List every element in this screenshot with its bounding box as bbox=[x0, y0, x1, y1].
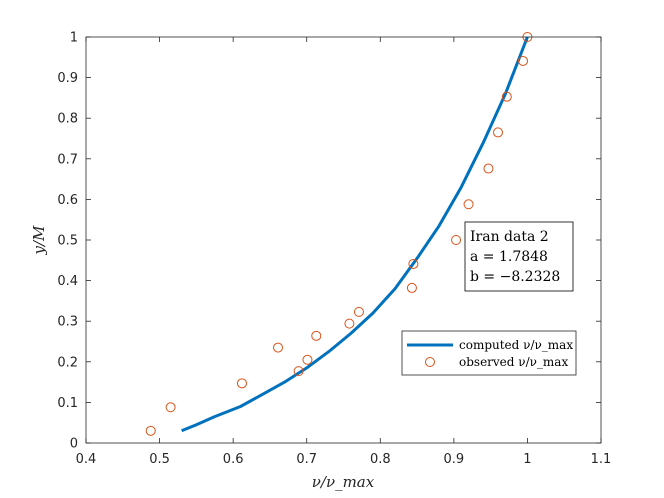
x-tick-label: 0.4 bbox=[76, 452, 97, 467]
observed-point bbox=[451, 235, 462, 245]
observed-point bbox=[344, 318, 355, 329]
series-layer bbox=[145, 32, 533, 436]
y-axis-label: y/M bbox=[30, 225, 48, 256]
y-tick-label: 0.9 bbox=[57, 71, 78, 86]
annotation-frame bbox=[464, 221, 574, 292]
observed-point bbox=[518, 55, 529, 66]
observed-point bbox=[165, 402, 176, 413]
computed-series-line bbox=[181, 36, 529, 433]
observed-point bbox=[236, 378, 247, 389]
x-tick-label: 0.9 bbox=[444, 452, 465, 467]
observed-point bbox=[501, 91, 512, 102]
observed-point bbox=[311, 330, 322, 341]
x-tick-label: 0.8 bbox=[370, 452, 391, 467]
annotation-line-1: Iran data 2 bbox=[470, 229, 549, 245]
observed-point bbox=[145, 425, 156, 436]
annotation-box: Iran data 2 a = 1.7848 b = −8.2328 bbox=[464, 221, 574, 292]
plot-frame bbox=[85, 36, 602, 444]
y-tick-label: 0.7 bbox=[57, 152, 78, 167]
y-tick-label: 0.4 bbox=[57, 274, 78, 289]
y-axis-ticks: 0 0.1 0.2 0.3 0.4 0.5 0.6 0.7 0.8 0.9 1 bbox=[57, 31, 601, 452]
observed-point bbox=[302, 354, 313, 365]
legend: computed ν/ν_max observed ν/ν_max bbox=[401, 330, 577, 376]
y-tick-label: 0.3 bbox=[57, 315, 78, 330]
annotation-line-3: b = −8.2328 bbox=[470, 269, 560, 285]
x-tick-label: 0.5 bbox=[149, 452, 170, 467]
observed-point bbox=[483, 163, 494, 174]
y-tick-label: 0.5 bbox=[57, 234, 78, 249]
observed-point bbox=[293, 366, 304, 377]
legend-label-observed: observed ν/ν_max bbox=[459, 355, 568, 369]
x-tick-label: 0.7 bbox=[296, 452, 317, 467]
annotation-line-2: a = 1.7848 bbox=[470, 249, 548, 265]
observed-point bbox=[406, 282, 417, 293]
observed-point bbox=[493, 127, 503, 138]
observed-point bbox=[408, 258, 419, 269]
observed-point bbox=[353, 306, 364, 317]
observed-point bbox=[273, 342, 284, 353]
y-tick-label: 0.6 bbox=[57, 193, 78, 208]
y-tick-label: 1 bbox=[70, 31, 78, 46]
x-tick-label: 1 bbox=[523, 452, 531, 467]
x-axis-label: ν/ν_max bbox=[312, 473, 375, 491]
x-tick-label: 0.6 bbox=[223, 452, 244, 467]
x-tick-label: 1.1 bbox=[591, 452, 612, 467]
x-axis-ticks: 0.4 0.5 0.6 0.7 0.8 0.9 1 1.1 bbox=[76, 37, 612, 467]
observed-point bbox=[463, 199, 474, 210]
legend-label-computed: computed ν/ν_max bbox=[459, 338, 573, 352]
y-tick-label: 0.1 bbox=[57, 396, 78, 411]
y-tick-label: 0.2 bbox=[57, 355, 78, 370]
y-tick-label: 0 bbox=[70, 437, 78, 452]
legend-frame bbox=[401, 330, 577, 376]
y-tick-label: 0.8 bbox=[57, 112, 78, 127]
legend-swatch-observed bbox=[425, 357, 435, 367]
